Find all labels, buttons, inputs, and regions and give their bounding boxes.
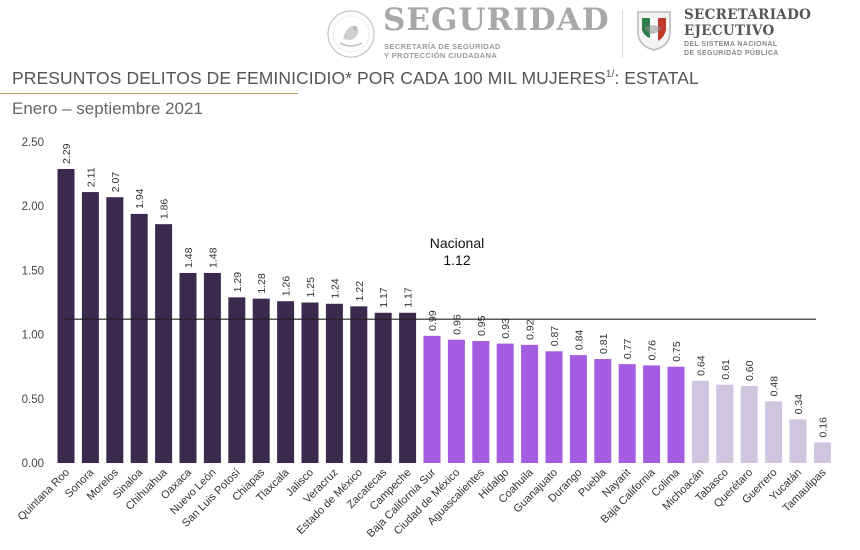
y-tick-label: 2.00 bbox=[22, 201, 44, 213]
bar bbox=[643, 365, 661, 463]
bar-value-label: 2.07 bbox=[110, 172, 122, 193]
bar-value-label: 0.16 bbox=[817, 417, 829, 438]
bar-value-label: 0.48 bbox=[769, 376, 781, 397]
bar-value-label: 0.87 bbox=[549, 326, 561, 347]
chart-title-suffix: : ESTATAL bbox=[614, 68, 699, 88]
bar-value-label: 0.99 bbox=[427, 310, 439, 331]
bar-value-label: 1.48 bbox=[207, 247, 219, 268]
secretariat-subtitle: DEL SISTEMA NACIONAL DE SEGURIDAD PÚBLIC… bbox=[684, 41, 779, 58]
bar bbox=[423, 335, 441, 463]
bar bbox=[374, 312, 392, 463]
title-underline bbox=[0, 93, 298, 94]
bar bbox=[350, 306, 368, 463]
bar bbox=[496, 343, 514, 463]
bar-value-label: 0.76 bbox=[647, 340, 659, 361]
bar-value-label: 1.22 bbox=[354, 281, 366, 302]
bar-value-label: 1.86 bbox=[159, 199, 171, 220]
agency-title: SEGURIDAD bbox=[383, 2, 610, 38]
bar-value-label: 0.96 bbox=[451, 314, 463, 335]
chart-title-text: PRESUNTOS DELITOS DE FEMINICIDIO* POR CA… bbox=[12, 68, 606, 88]
bar bbox=[740, 385, 758, 463]
bar-chart: 0.00 0.50 1.00 1.50 2.00 2.50 2.29 Quintana Roo… bbox=[16, 137, 831, 540]
bar-value-label: 1.48 bbox=[183, 247, 195, 268]
chart-subtitle: Enero – septiembre 2021 bbox=[12, 99, 203, 118]
agency-subtitle-line2: Y PROTECCIÓN CIUDADANA bbox=[384, 51, 498, 60]
bar bbox=[813, 442, 831, 463]
bar-value-label: 0.93 bbox=[500, 318, 512, 339]
bar-value-label: 1.25 bbox=[305, 277, 317, 298]
bar-value-label: 0.75 bbox=[671, 341, 683, 362]
bar-value-label: 1.94 bbox=[134, 188, 146, 209]
bar-value-label: 2.29 bbox=[61, 143, 73, 164]
mexico-coat-of-arms-icon bbox=[327, 10, 375, 58]
bar-value-label: 0.61 bbox=[720, 359, 732, 380]
bar bbox=[277, 301, 295, 463]
y-tick-label: 1.00 bbox=[22, 330, 44, 342]
bar bbox=[252, 298, 270, 463]
bar-value-label: 1.26 bbox=[281, 276, 293, 297]
y-tick-label: 2.50 bbox=[22, 137, 44, 149]
bar bbox=[399, 312, 417, 463]
bar bbox=[667, 366, 685, 463]
category-label: Quintana Roo bbox=[16, 467, 72, 523]
secretariat-title-line1: SECRETARIADO bbox=[684, 7, 812, 23]
secretariat-subtitle-line2: DE SEGURIDAD PÚBLICA bbox=[684, 49, 779, 57]
bar bbox=[81, 192, 99, 464]
bar bbox=[179, 272, 197, 463]
national-value-label: 1.12 bbox=[443, 252, 470, 268]
bar-value-label: 0.77 bbox=[622, 339, 634, 360]
bar-value-label: 1.28 bbox=[256, 273, 268, 294]
bar-value-label: 0.92 bbox=[525, 319, 537, 340]
bar bbox=[618, 364, 636, 463]
bar-value-label: 0.81 bbox=[598, 333, 610, 354]
bar bbox=[716, 384, 734, 463]
bar bbox=[228, 297, 246, 463]
bar-value-label: 0.95 bbox=[476, 315, 488, 336]
bar bbox=[203, 272, 221, 463]
bar bbox=[325, 303, 343, 463]
agency-subtitle-line1: SECRETARÍA DE SEGURIDAD bbox=[384, 42, 501, 51]
bar bbox=[569, 355, 587, 463]
bar bbox=[765, 401, 783, 463]
bar-value-label: 1.29 bbox=[232, 272, 244, 293]
header: SEGURIDAD SECRETARÍA DE SEGURIDAD Y PROT… bbox=[0, 0, 860, 68]
secretariat-shield-icon bbox=[637, 11, 671, 51]
secretariat-subtitle-line1: DEL SISTEMA NACIONAL bbox=[684, 41, 778, 48]
bar-value-label: 2.11 bbox=[85, 167, 97, 187]
bar bbox=[521, 344, 539, 463]
secretariat-title-line2: EJECUTIVO bbox=[684, 23, 775, 39]
bar bbox=[789, 419, 807, 463]
bar-value-label: 1.17 bbox=[378, 287, 390, 308]
bar bbox=[594, 358, 612, 463]
bar bbox=[301, 302, 319, 463]
bar bbox=[472, 341, 490, 463]
bar-value-label: 0.84 bbox=[573, 330, 585, 351]
bar bbox=[106, 197, 124, 463]
header-divider bbox=[622, 10, 623, 58]
bar bbox=[130, 213, 148, 463]
secretariat-title: SECRETARIADO EJECUTIVO bbox=[684, 7, 811, 39]
bar-value-label: 1.17 bbox=[403, 287, 415, 308]
bar-value-label: 0.34 bbox=[793, 394, 805, 415]
bar bbox=[691, 380, 709, 463]
national-label: Nacional bbox=[430, 235, 484, 251]
bar bbox=[155, 224, 173, 463]
bar-value-label: 0.64 bbox=[695, 355, 707, 376]
agency-subtitle: SECRETARÍA DE SEGURIDAD Y PROTECCIÓN CIU… bbox=[384, 42, 501, 60]
y-tick-label: 1.50 bbox=[22, 265, 44, 277]
bar-value-label: 1.24 bbox=[329, 278, 341, 299]
y-tick-label: 0.00 bbox=[22, 458, 44, 470]
y-tick-label: 0.50 bbox=[22, 394, 44, 406]
chart-title-footnote: 1/ bbox=[605, 69, 615, 81]
bar bbox=[545, 351, 563, 463]
bar bbox=[57, 168, 75, 464]
bar bbox=[447, 339, 465, 463]
bar-value-label: 0.60 bbox=[744, 360, 756, 381]
chart-title: PRESUNTOS DELITOS DE FEMINICIDIO* POR CA… bbox=[12, 68, 699, 89]
